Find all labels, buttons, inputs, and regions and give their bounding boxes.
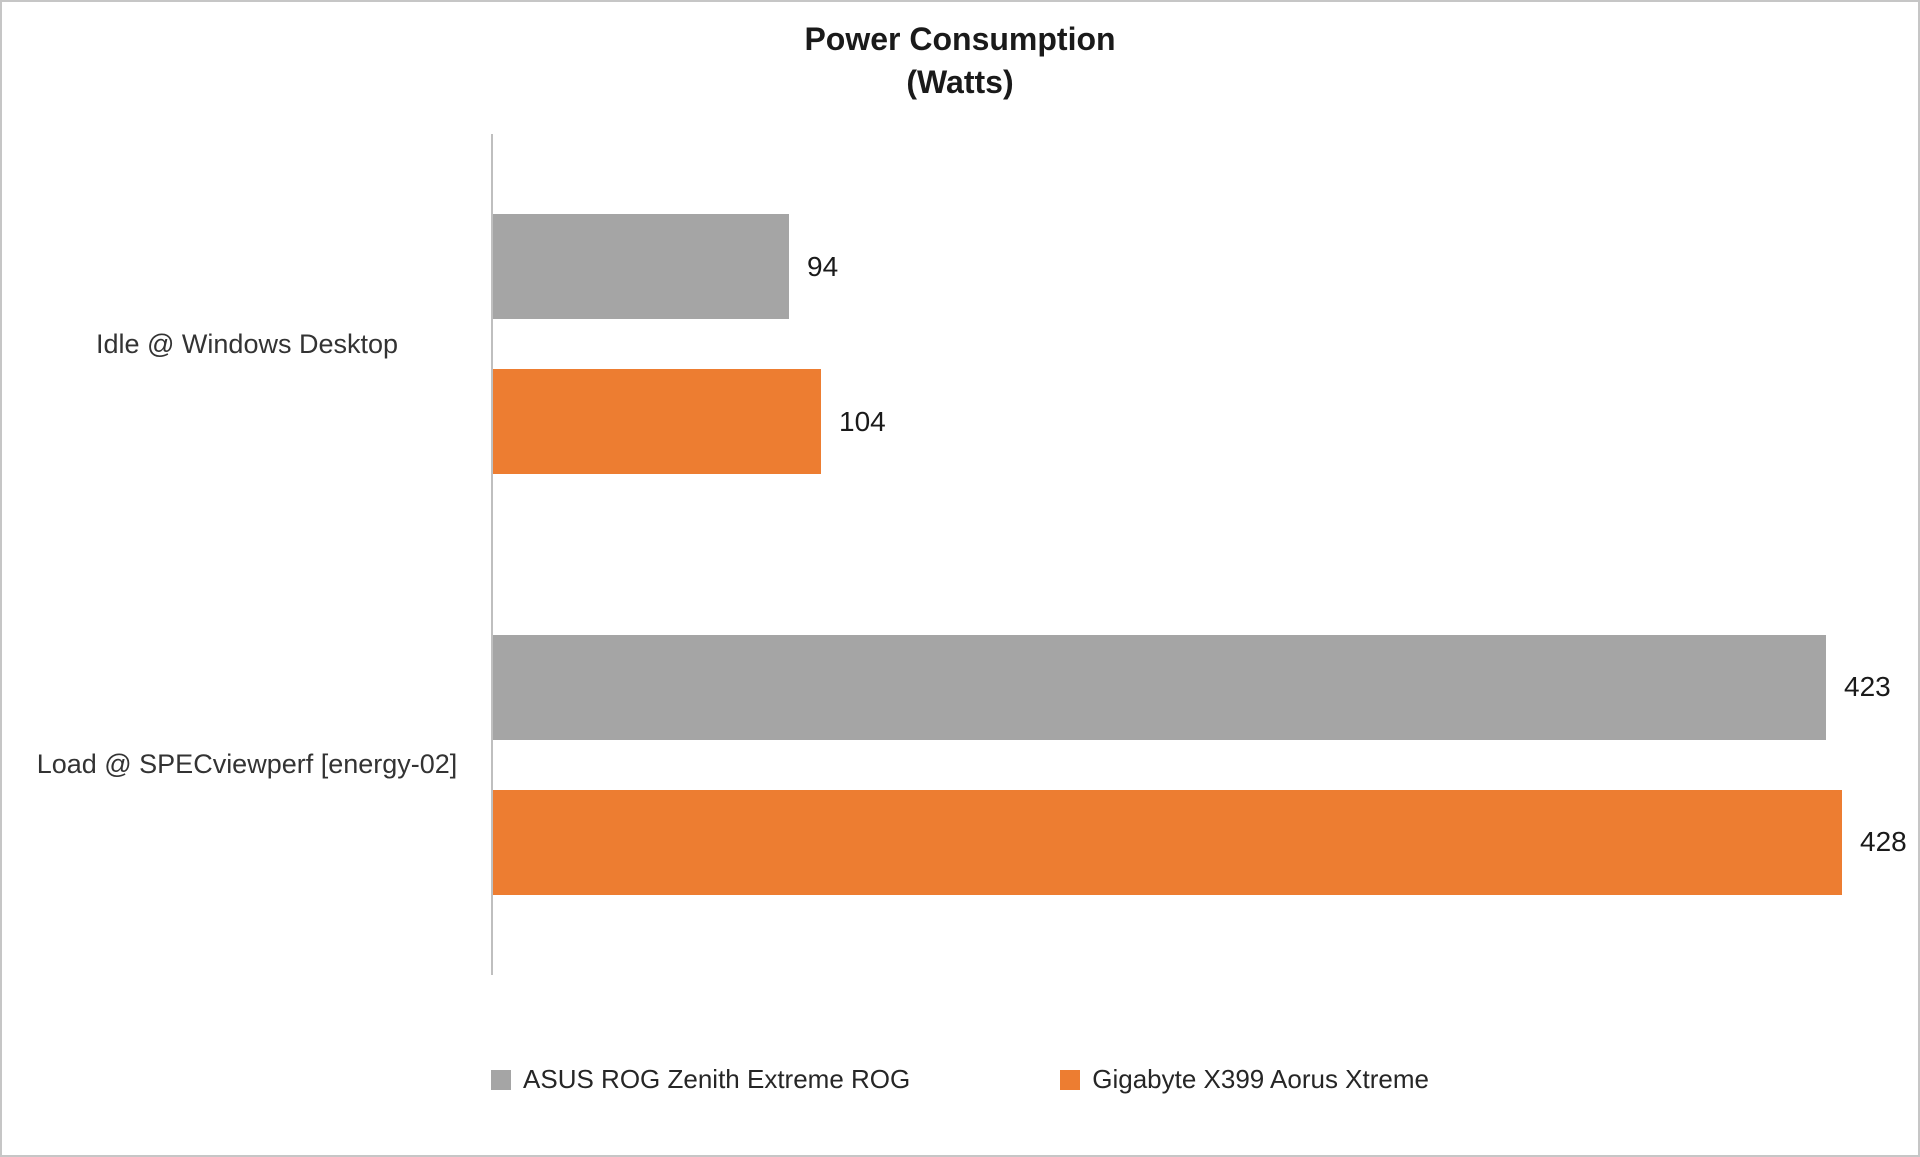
bar-series1-cat0 (493, 369, 821, 475)
bar-series0-cat1 (493, 634, 1826, 740)
category-label: Load @ SPECviewperf [energy-02] (36, 749, 458, 780)
bar-value-label: 428 (1860, 826, 1907, 858)
chart-title-line1: Power Consumption (804, 21, 1116, 57)
bar-series0-cat0 (493, 214, 789, 320)
legend-item-asus: ASUS ROG Zenith Extreme ROG (491, 1064, 910, 1095)
legend-label-asus: ASUS ROG Zenith Extreme ROG (523, 1064, 911, 1094)
chart-title: Power Consumption (Watts) (2, 18, 1918, 104)
bar-series1-cat1 (493, 789, 1842, 895)
chart-title-line2: (Watts) (906, 64, 1014, 101)
bar-value-label: 423 (1844, 671, 1891, 703)
legend-label-gigabyte: Gigabyte X399 Aorus Xtreme (1092, 1064, 1429, 1094)
legend-item-gigabyte: Gigabyte X399 Aorus Xtreme (1060, 1064, 1429, 1095)
bar-value-label: 94 (807, 250, 839, 282)
category-label: Idle @ Windows Desktop (95, 328, 399, 359)
legend-swatch-gray (491, 1069, 512, 1090)
legend-swatch-orange (1060, 1069, 1081, 1090)
bar-value-label: 104 (839, 405, 886, 437)
y-axis-line (491, 134, 493, 975)
legend: ASUS ROG Zenith Extreme ROG Gigabyte X39… (2, 1064, 1918, 1095)
